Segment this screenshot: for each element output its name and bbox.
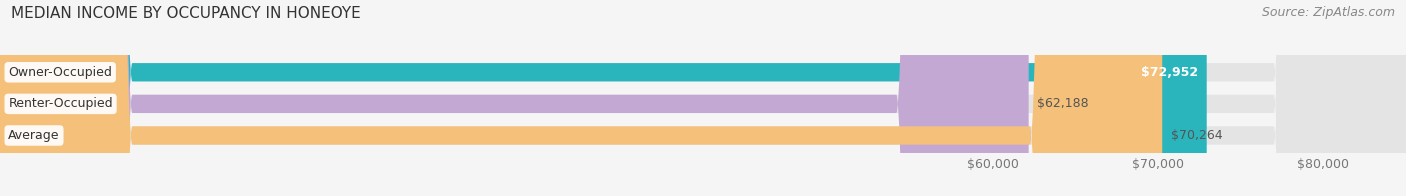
Text: Owner-Occupied: Owner-Occupied — [8, 66, 112, 79]
Text: Average: Average — [8, 129, 60, 142]
Text: $70,264: $70,264 — [1171, 129, 1222, 142]
FancyBboxPatch shape — [0, 0, 1029, 196]
Text: Source: ZipAtlas.com: Source: ZipAtlas.com — [1261, 6, 1395, 19]
Text: $72,952: $72,952 — [1142, 66, 1198, 79]
FancyBboxPatch shape — [0, 0, 1163, 196]
Text: MEDIAN INCOME BY OCCUPANCY IN HONEOYE: MEDIAN INCOME BY OCCUPANCY IN HONEOYE — [11, 6, 361, 21]
Text: $62,188: $62,188 — [1038, 97, 1088, 110]
FancyBboxPatch shape — [0, 0, 1206, 196]
Text: Renter-Occupied: Renter-Occupied — [8, 97, 112, 110]
